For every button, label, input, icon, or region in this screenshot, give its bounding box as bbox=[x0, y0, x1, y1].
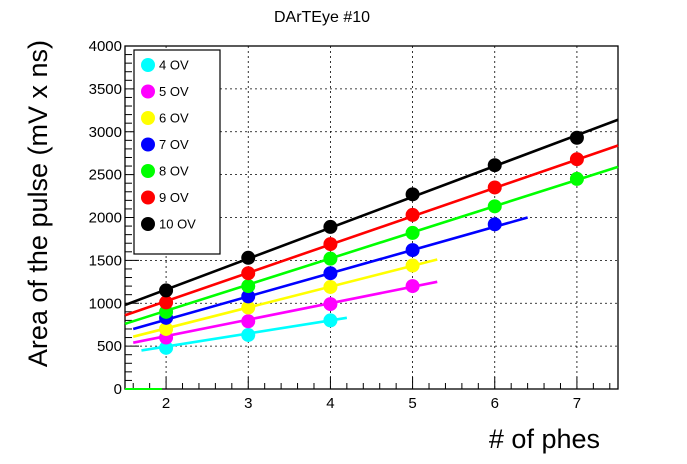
fit-line bbox=[124, 118, 619, 307]
data-point bbox=[405, 207, 420, 222]
data-point bbox=[405, 225, 420, 240]
data-point bbox=[159, 283, 174, 298]
data-point bbox=[487, 180, 502, 195]
legend-marker bbox=[141, 137, 155, 152]
data-point bbox=[159, 295, 174, 310]
fit-line bbox=[132, 258, 438, 338]
data-point bbox=[405, 258, 420, 273]
data-point bbox=[323, 313, 338, 328]
legend-label: 8 OV bbox=[159, 164, 189, 179]
data-point bbox=[159, 321, 174, 336]
fit-line bbox=[124, 165, 619, 326]
y-tick-label: 4000 bbox=[89, 38, 122, 55]
legend-marker bbox=[141, 84, 155, 99]
legend-marker bbox=[141, 164, 155, 178]
data-point bbox=[323, 237, 338, 252]
legend-label: 10 OV bbox=[159, 217, 196, 232]
chart-title: DArTEye #10 bbox=[274, 9, 370, 26]
x-tick-label: 6 bbox=[491, 395, 499, 412]
legend-marker bbox=[141, 58, 155, 72]
x-tick-label: 7 bbox=[573, 395, 581, 412]
x-tick-label: 3 bbox=[244, 395, 252, 412]
data-points bbox=[159, 130, 584, 355]
data-point bbox=[241, 327, 256, 342]
data-point bbox=[487, 217, 502, 232]
y-tick-label: 3000 bbox=[89, 124, 122, 141]
data-point bbox=[241, 279, 256, 294]
legend-label: 4 OV bbox=[159, 58, 189, 73]
data-point bbox=[405, 187, 420, 202]
fit-line bbox=[132, 280, 438, 344]
data-point bbox=[323, 297, 338, 312]
legend: 4 OV 5 OV 6 OV 7 OV 8 OV 9 OV 10 OV bbox=[133, 49, 221, 255]
x-tick-label: 5 bbox=[408, 395, 416, 412]
data-point bbox=[241, 289, 256, 304]
legend-marker bbox=[141, 190, 155, 205]
y-tick-label: 2000 bbox=[89, 210, 122, 227]
y-tick-label: 3500 bbox=[89, 81, 122, 98]
data-point bbox=[405, 279, 420, 294]
y-tick-label: 0 bbox=[114, 381, 122, 398]
data-point bbox=[241, 300, 256, 315]
data-point bbox=[487, 199, 502, 214]
data-point bbox=[569, 130, 584, 145]
data-point bbox=[405, 243, 420, 258]
y-tick-label: 1500 bbox=[89, 252, 122, 269]
x-tick-label: 4 bbox=[326, 395, 334, 412]
data-point bbox=[569, 171, 584, 186]
data-point bbox=[323, 251, 338, 266]
legend-label: 6 OV bbox=[159, 111, 189, 126]
legend-label: 7 OV bbox=[159, 137, 189, 152]
fit-line bbox=[124, 144, 619, 317]
legend-marker bbox=[141, 217, 155, 231]
legend-marker bbox=[141, 111, 155, 125]
fit-lines bbox=[124, 118, 619, 390]
data-point bbox=[569, 152, 584, 167]
legend-label: 5 OV bbox=[159, 84, 189, 99]
data-point bbox=[487, 158, 502, 173]
axis-ticks: 2 3 4 5 6 7 0 500 1000 1500 2000 2500 3000 3500 4000 bbox=[89, 38, 611, 412]
data-point bbox=[241, 266, 256, 281]
data-point bbox=[159, 340, 174, 355]
data-point bbox=[323, 279, 338, 294]
y-tick-label: 500 bbox=[97, 338, 122, 355]
y-axis-title: Area of the pulse (mV x ns) bbox=[23, 40, 53, 367]
data-point bbox=[323, 266, 338, 281]
x-axis-title: # of phes bbox=[489, 424, 600, 454]
data-point bbox=[241, 314, 256, 329]
data-point bbox=[241, 250, 256, 265]
y-tick-label: 1000 bbox=[89, 295, 122, 312]
x-tick-label: 2 bbox=[162, 395, 170, 412]
data-point bbox=[323, 219, 338, 234]
legend-label: 9 OV bbox=[159, 190, 189, 205]
y-tick-label: 2500 bbox=[89, 167, 122, 184]
